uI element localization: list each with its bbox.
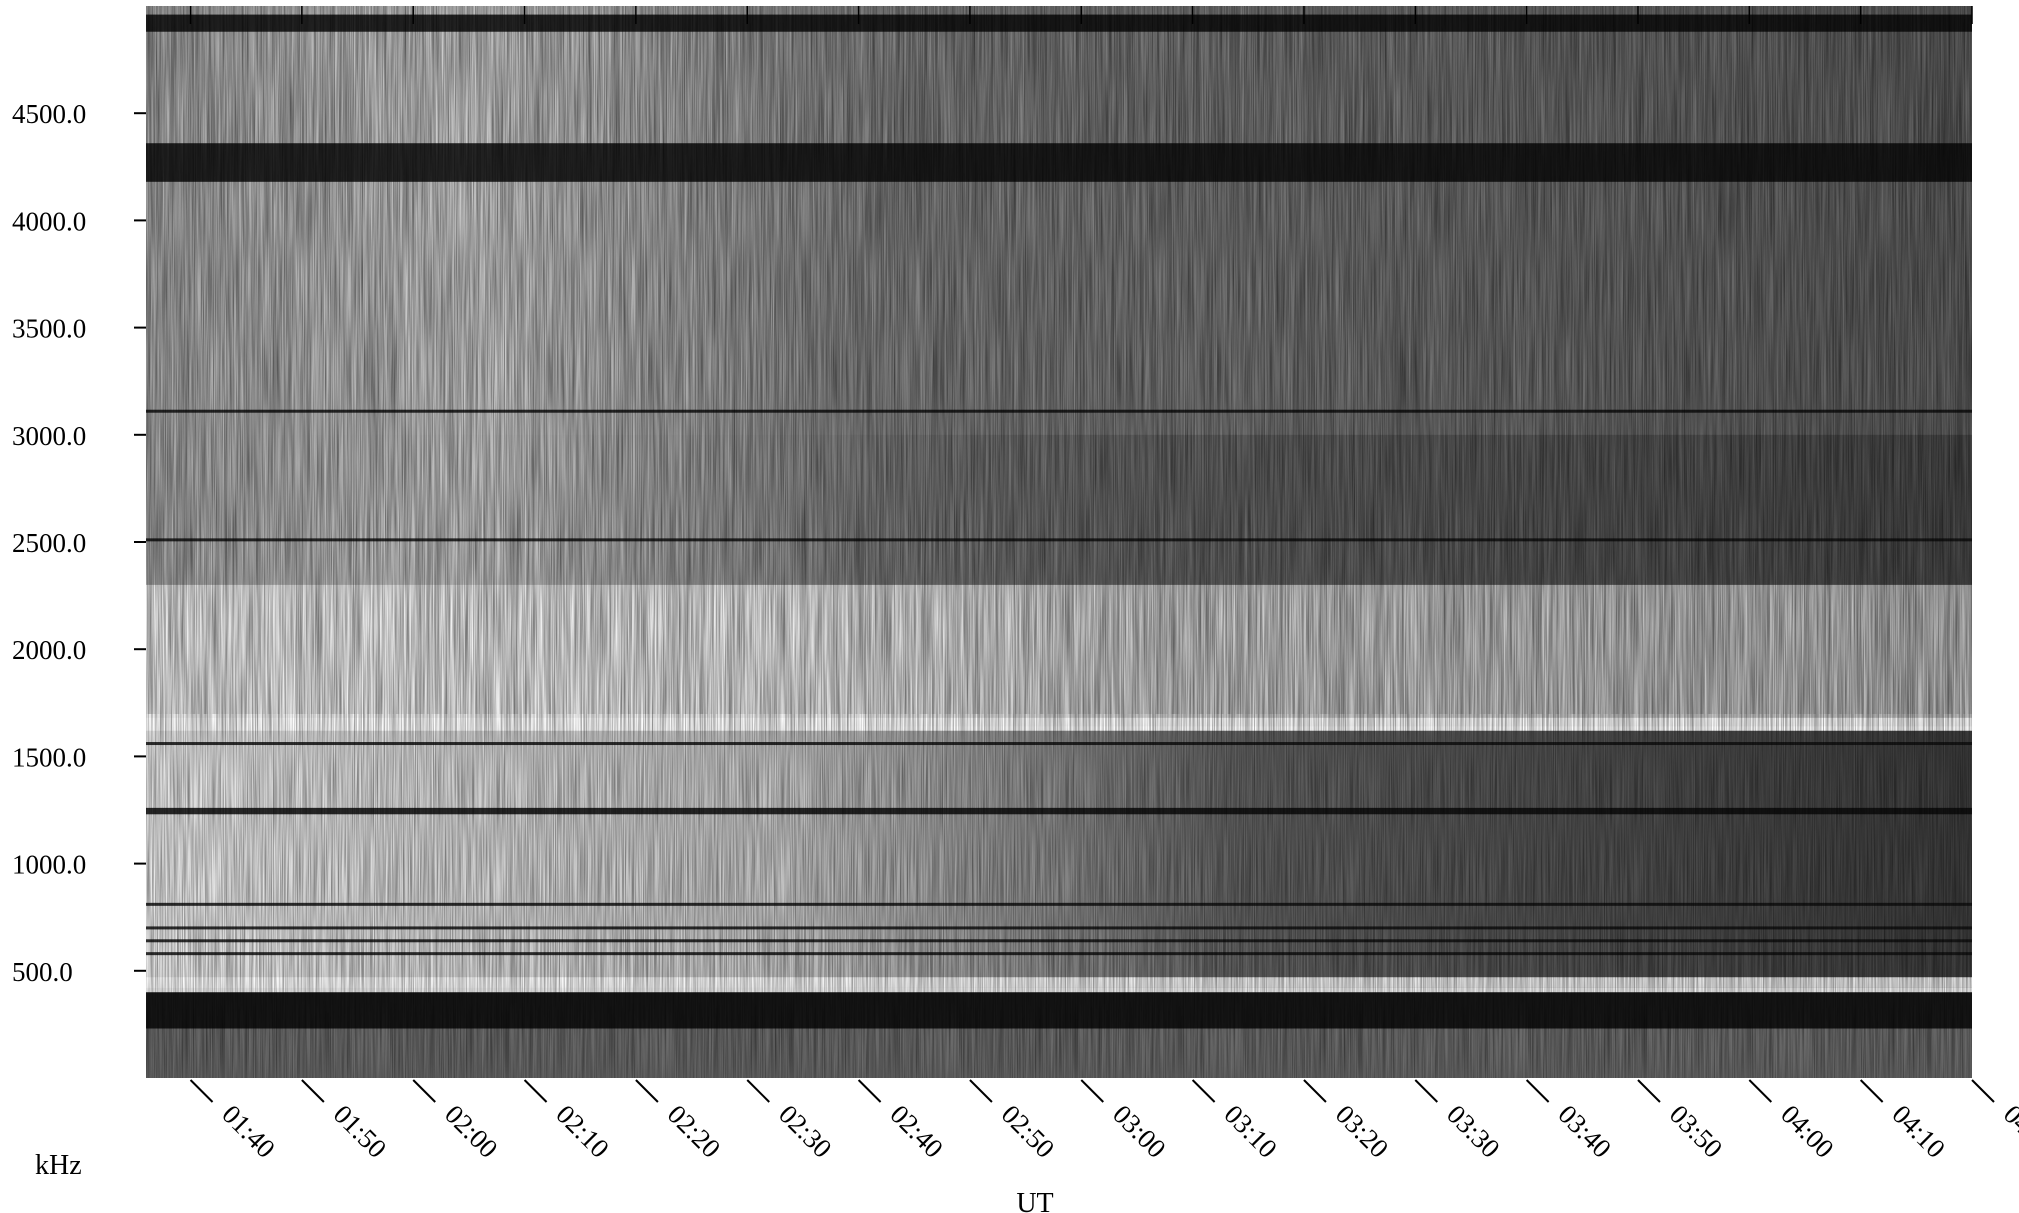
x-tick-label: 02:30: [773, 1099, 838, 1164]
x-tick: [1525, 1079, 1550, 1103]
x-tick: [1414, 1079, 1438, 1103]
x-tick: [635, 1079, 659, 1103]
x-tick: [412, 1079, 436, 1103]
x-tick-label: 04:10: [1886, 1099, 1951, 1164]
x-tick: [523, 1079, 548, 1103]
x-tick-label: 03:50: [1664, 1099, 1729, 1164]
x-tick-label: 04:20: [1998, 1099, 2019, 1164]
y-tick-label: 1500.0: [12, 742, 86, 772]
x-tick-label: 03:20: [1330, 1099, 1395, 1164]
x-tick-label: 03:30: [1441, 1099, 1506, 1164]
x-tick: [1859, 1079, 1884, 1103]
spectrogram-image: [146, 6, 1972, 1078]
x-tick: [1303, 1079, 1327, 1103]
y-tick-label: 4000.0: [12, 206, 86, 236]
y-tick-label: 2000.0: [12, 635, 86, 665]
x-tick-label: 03:10: [1218, 1099, 1283, 1164]
x-tick: [1748, 1079, 1773, 1103]
x-tick: [1971, 1079, 1995, 1103]
y-axis: 500.0 1000.0 1500.0 2000.0 2500.0 3000.0 3500.…: [12, 99, 146, 987]
x-tick-label: 01:40: [216, 1099, 281, 1164]
y-axis-label: kHz: [35, 1150, 82, 1181]
y-tick-label: 1000.0: [12, 850, 86, 880]
y-tick-label: 3000.0: [12, 421, 86, 451]
x-tick-label: 04:00: [1775, 1099, 1840, 1164]
x-tick: [1637, 1079, 1661, 1103]
x-tick-label: 02:40: [884, 1099, 949, 1164]
y-tick-label: 2500.0: [12, 528, 86, 558]
x-tick-label: 01:50: [328, 1099, 393, 1164]
x-tick-label: 02:20: [662, 1099, 727, 1164]
x-axis-label: UT: [1016, 1188, 1053, 1213]
x-tick-label: 02:00: [439, 1099, 504, 1164]
y-tick-label: 3500.0: [12, 314, 86, 344]
x-tick: [857, 1079, 882, 1103]
x-tick-label: 02:50: [996, 1099, 1061, 1164]
x-tick-label: 03:40: [1552, 1099, 1617, 1164]
y-tick-label: 500.0: [12, 957, 73, 987]
x-tick: [1191, 1079, 1216, 1103]
x-tick: [969, 1079, 993, 1103]
vertical-noise-texture: [146, 6, 1972, 714]
x-tick-label: 02:10: [550, 1099, 615, 1164]
y-tick-label: 4500.0: [12, 99, 86, 129]
x-tick: [1080, 1079, 1104, 1103]
x-tick: [746, 1079, 770, 1103]
x-tick: [301, 1079, 325, 1103]
x-tick: [189, 1079, 214, 1103]
x-tick-label: 03:00: [1107, 1099, 1172, 1164]
